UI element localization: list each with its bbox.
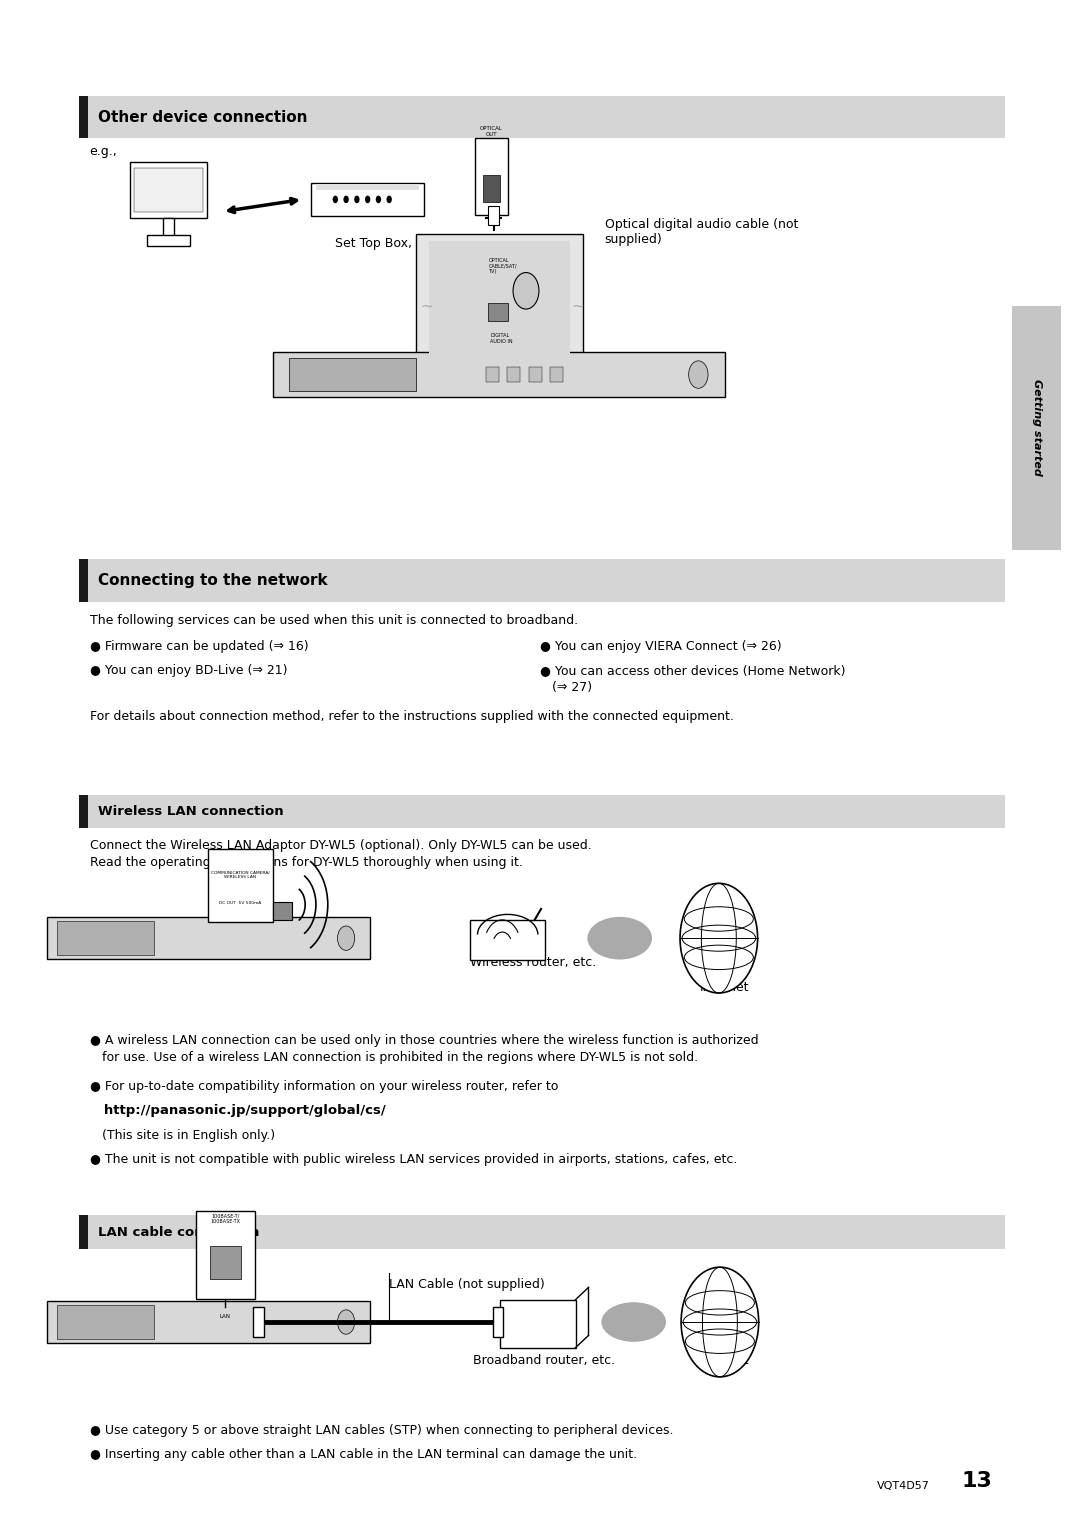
Text: Internet: Internet [700,1354,748,1367]
Text: ~: ~ [571,299,584,313]
Bar [79,96,1005,139]
Bar [211,1245,241,1279]
Ellipse shape [602,1302,666,1341]
Circle shape [354,195,360,203]
Circle shape [333,195,338,203]
Circle shape [681,1267,758,1376]
Text: LAN Cable (not supplied): LAN Cable (not supplied) [389,1277,545,1291]
Text: OPTICAL
CABLE/SAT/
TV): OPTICAL CABLE/SAT/ TV) [488,258,517,273]
Bar [475,139,508,215]
Bar [316,185,419,191]
Bar [551,366,564,382]
Bar [492,1306,503,1337]
Bar [134,168,203,212]
Text: ~: ~ [420,299,433,313]
Bar [79,1215,87,1248]
Bar [273,351,726,397]
Text: COMMUNICATION CAMERA/
WIRELESS LAN: COMMUNICATION CAMERA/ WIRELESS LAN [211,870,270,879]
Text: 100BASE-T/
100BASE-TX: 100BASE-T/ 100BASE-TX [211,1213,241,1224]
Text: ● For up-to-date compatibility information on your wireless router, refer to: ● For up-to-date compatibility informati… [90,1080,558,1093]
Text: http://panasonic.jp/support/global/cs/: http://panasonic.jp/support/global/cs/ [90,1105,386,1117]
Text: Broadband router, etc.: Broadband router, etc. [473,1354,616,1367]
Bar [486,366,499,382]
Text: OPTICAL
OUT: OPTICAL OUT [481,127,503,137]
Bar [46,1300,369,1343]
Circle shape [689,360,708,388]
Circle shape [337,926,354,951]
Bar [488,304,508,322]
Bar [163,218,174,237]
Circle shape [337,1309,354,1334]
Text: Set Top Box, etc.: Set Top Box, etc. [335,238,440,250]
Bar [1012,307,1062,549]
Text: ● A wireless LAN connection can be used only in those countries where the wirele: ● A wireless LAN connection can be used … [90,1035,758,1064]
Bar [130,162,207,218]
Bar [57,1305,154,1338]
Text: ● Use category 5 or above straight LAN cables (STP) when connecting to periphera: ● Use category 5 or above straight LAN c… [90,1424,673,1437]
Text: Other device connection: Other device connection [98,110,308,125]
Text: ● The unit is not compatible with public wireless LAN services provided in airpo: ● The unit is not compatible with public… [90,1154,737,1166]
Bar [529,366,542,382]
Text: VQT4D57: VQT4D57 [877,1482,930,1491]
Bar [483,175,500,203]
Bar [508,366,521,382]
Text: Connecting to the network: Connecting to the network [98,572,328,588]
Text: The following services can be used when this unit is connected to broadband.: The following services can be used when … [90,613,578,627]
Text: ● Inserting any cable other than a LAN cable in the LAN terminal can damage the : ● Inserting any cable other than a LAN c… [90,1448,637,1462]
Bar [273,902,293,920]
Bar [254,1306,265,1337]
Text: DC OUT  5V 500mA: DC OUT 5V 500mA [219,902,261,905]
Bar [57,922,154,955]
Bar [46,917,369,960]
Text: Wireless LAN connection: Wireless LAN connection [98,806,284,818]
Text: 13: 13 [961,1471,993,1491]
Text: (This site is in English only.): (This site is in English only.) [90,1129,274,1141]
Text: Internet: Internet [700,981,748,993]
Text: For details about connection method, refer to the instructions supplied with the: For details about connection method, ref… [90,710,733,723]
Ellipse shape [588,917,652,960]
Bar [500,1300,576,1347]
Text: ● You can enjoy VIERA Connect (⇒ 26): ● You can enjoy VIERA Connect (⇒ 26) [540,639,782,653]
Bar [79,1215,1005,1248]
Bar [208,848,273,922]
Text: LAN: LAN [220,1314,231,1320]
Circle shape [365,195,370,203]
Bar [416,233,582,378]
Text: Getting started: Getting started [1031,380,1041,476]
Bar [470,920,545,960]
Text: ● You can access other devices (Home Network)
   (⇒ 27): ● You can access other devices (Home Net… [540,664,846,694]
Bar [79,559,1005,601]
Circle shape [343,195,349,203]
Bar [289,357,416,391]
Bar [195,1210,255,1299]
Bar [311,183,424,217]
Bar [79,96,87,139]
Bar [147,235,190,246]
Circle shape [513,273,539,310]
Text: ● Firmware can be updated (⇒ 16): ● Firmware can be updated (⇒ 16) [90,639,309,653]
Text: Optical digital audio cable (not
supplied): Optical digital audio cable (not supplie… [605,218,798,246]
Bar [79,795,1005,829]
Text: LAN cable connection: LAN cable connection [98,1225,259,1239]
Bar [429,241,569,371]
Bar [79,559,87,601]
Text: e.g.,: e.g., [90,145,118,157]
Circle shape [376,195,381,203]
Bar [79,795,87,829]
Text: Wireless router, etc.: Wireless router, etc. [470,957,596,969]
Text: ● You can enjoy BD-Live (⇒ 21): ● You can enjoy BD-Live (⇒ 21) [90,664,287,678]
Text: Connect the Wireless LAN Adaptor DY-WL5 (optional). Only DY-WL5 can be used.
Rea: Connect the Wireless LAN Adaptor DY-WL5 … [90,839,592,870]
Text: DIGITAL
AUDIO IN: DIGITAL AUDIO IN [490,334,513,343]
Circle shape [387,195,392,203]
Bar [488,206,499,224]
Circle shape [680,884,757,993]
